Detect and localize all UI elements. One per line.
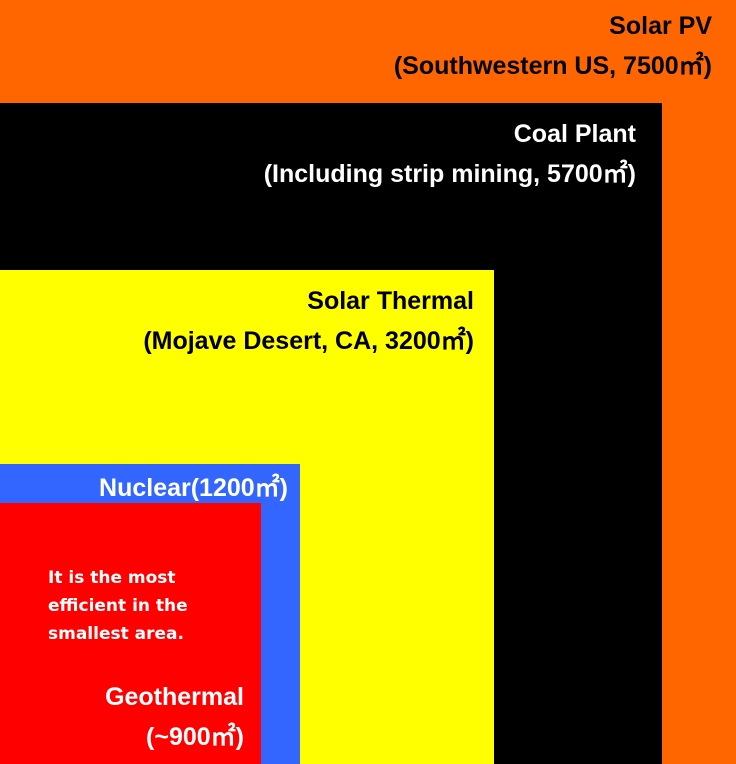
- solar-pv-label: Solar PV (Southwestern US, 7500㎡): [394, 6, 712, 86]
- nuclear-name: Nuclear(1200㎡): [99, 474, 288, 502]
- coal-plant-detail: (Including strip mining, 5700㎡): [263, 160, 636, 188]
- coal-plant-label: Coal Plant (Including strip mining, 5700…: [264, 114, 636, 194]
- solar-thermal-label: Solar Thermal (Mojave Desert, CA, 3200㎡): [143, 281, 474, 361]
- nuclear-label: Nuclear(1200㎡): [99, 469, 288, 507]
- geothermal-area: [0, 503, 261, 764]
- solar-pv-name: Solar PV: [609, 12, 712, 40]
- coal-plant-name: Coal Plant: [513, 120, 636, 148]
- geothermal-note: It is the most efficient in the smallest…: [48, 568, 188, 644]
- geothermal-label: Geothermal (~900㎡): [105, 677, 244, 757]
- geothermal-detail: (~900㎡): [146, 723, 244, 751]
- solar-thermal-name: Solar Thermal: [307, 287, 474, 315]
- geothermal-name: Geothermal: [105, 683, 244, 711]
- solar-pv-detail: (Southwestern US, 7500㎡): [393, 52, 712, 80]
- solar-thermal-detail: (Mojave Desert, CA, 3200㎡): [143, 327, 474, 355]
